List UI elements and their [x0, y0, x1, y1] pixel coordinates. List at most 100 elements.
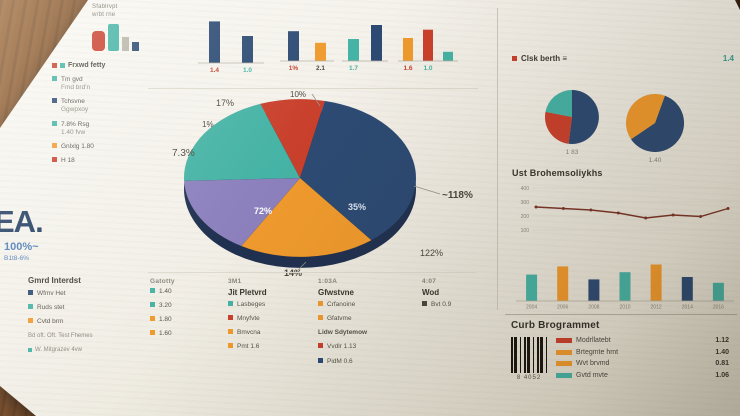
right-header-title: Clsk berth ≡ [521, 54, 568, 63]
legend-color-icon [228, 315, 233, 321]
legend-color-icon [150, 288, 155, 293]
bar [526, 274, 538, 301]
legend-color-icon [52, 156, 57, 162]
left-legend-title: Frxwd fetty [68, 62, 106, 69]
pie-slice [183, 103, 301, 182]
red-marker-icon [92, 31, 105, 52]
program-row: Modrllatebt 1.12 [556, 337, 729, 344]
chart-svg [183, 93, 441, 275]
column-bold-header: Jit Pletvrd [228, 288, 267, 297]
legend-item: Bmvcna [228, 329, 310, 337]
right-bar-chart: 2004 2006 2008 2010 2012 2014 2016 [516, 250, 734, 312]
legend-color-icon [422, 301, 427, 306]
pie-slice [545, 89, 573, 118]
gray-marker-icon [122, 37, 129, 52]
mini-pie-chart-2 [624, 92, 686, 154]
pie-slice [299, 100, 417, 241]
legend-item: 1.60 [150, 330, 220, 338]
bar [288, 31, 299, 61]
mini-pie-chart-1 [543, 88, 601, 146]
big-brand-mark: EA. 100%~ B1t8-6% [0, 206, 64, 262]
legend-item: Wfmv Het [28, 290, 140, 298]
bar [403, 38, 413, 61]
legend-item: Vvdlr 1.13 [318, 343, 410, 351]
detail-column: Gatotty 1.40 3.20 1.80 1.60 [150, 278, 220, 345]
bar [619, 272, 631, 301]
trend-line-chart: 400 300 200 100 [512, 182, 734, 246]
bar [209, 21, 220, 63]
svg-text:1%: 1% [289, 65, 299, 72]
svg-text:1.6: 1.6 [403, 65, 412, 72]
legend-item: Bvt 0.9 [422, 301, 474, 309]
right-section-header: Clsk berth ≡ 1.4 [512, 54, 734, 63]
legend-color-icon [318, 315, 323, 321]
bar [242, 36, 253, 63]
column-divider-line [497, 8, 498, 310]
bar [348, 39, 359, 61]
chart-svg [544, 89, 600, 145]
legend-color-icon [150, 330, 155, 336]
row-color-icon [556, 338, 572, 343]
barcode-caption: 8 4052 [516, 375, 542, 381]
legend-item: 3.20 [150, 302, 220, 310]
legend-color-icon [52, 142, 57, 148]
infocard-icon-row [92, 23, 172, 52]
legend-item: Tm gvd Fmd brd'n [52, 76, 170, 92]
teal-marker-icon [108, 24, 119, 52]
bar [681, 277, 693, 301]
svg-text:2004: 2004 [526, 305, 537, 311]
mini-bar-chart-3: 1.7 [342, 8, 388, 74]
legend-color-icon [228, 343, 233, 349]
legend-item: 1.40 [150, 288, 220, 296]
legend-item: PidM 0.6 [318, 357, 410, 366]
legend-color-icon [228, 301, 233, 306]
brand-letters: EA. [0, 204, 44, 239]
pie-slice [625, 93, 666, 140]
legend-color-icon [52, 76, 57, 81]
legend-item: Pmt 1.6 [228, 343, 310, 351]
program-row: Brtegmte hmt 1.40 [556, 349, 729, 356]
detail-column: 1:03A Gfwstvne Crfanoine Gfatvme Lidw Sdytem… [318, 278, 410, 372]
panel-title: Curb Brogrammet [511, 320, 600, 331]
program-rows: Modrllatebt 1.12 Brtegmte hmt 1.40 Wvt b… [556, 337, 737, 383]
bar [588, 279, 600, 301]
column-bold-header: Wod [422, 288, 440, 297]
detail-column: 3M1 Jit Pletvrd Lasbeges Mnyfvte Bmvcna Pmt 1… [228, 278, 310, 358]
legend-item: Lidw Sdytemow [318, 329, 368, 337]
svg-text:2.1: 2.1 [316, 65, 325, 72]
svg-text:300: 300 [521, 200, 530, 206]
red-square-icon [512, 56, 517, 61]
bar [315, 42, 326, 61]
legend-color-icon [150, 316, 155, 322]
svg-text:1.7: 1.7 [349, 65, 358, 72]
pie-slice [183, 177, 301, 247]
row-color-icon [556, 349, 572, 355]
row-color-icon [556, 361, 572, 366]
panel-body: 8 4052 Modrllatebt 1.12 Brtegmte hmt 1.4… [505, 337, 737, 383]
legend-item: Cvtd brm [28, 318, 140, 326]
left-legend-panel: Frxwd fetty Tm gvd Fmd brd'n Tchsvne Ggwpxo… [52, 62, 170, 171]
legend-item: Mnyfvte [228, 315, 310, 323]
trend-line [535, 206, 729, 219]
svg-text:2006: 2006 [557, 305, 568, 311]
legend-item: H 18 [52, 156, 170, 165]
barcode-icon [511, 337, 547, 373]
footnote-2: W. Mitgrazev 4vw [28, 346, 140, 354]
mini-bar-chart-1: 1.4 1.0 [198, 8, 264, 76]
chart-svg: 2004 2006 2008 2010 2012 2014 2016 [516, 264, 734, 311]
bottom-left-header: Gmrd Interdst [28, 276, 81, 285]
main-pie-chart: 10% 17% 1% 7.3% ~118% 122% 14% 72% 35% [170, 90, 480, 290]
legend-color-icon [318, 357, 323, 363]
legend-item: 1.80 [150, 316, 220, 324]
program-row: Wvt brvmd 0.81 [556, 360, 729, 367]
row-color-icon [556, 372, 572, 378]
legend-item: Ruds stet [28, 304, 140, 312]
pie-inner-label: 35% [348, 202, 367, 212]
column-header: 1:03A [318, 278, 338, 285]
infocard-line2: wrbt rne [92, 12, 116, 19]
svg-text:400: 400 [521, 186, 530, 192]
legend-color-icon [28, 318, 33, 324]
svg-text:2008: 2008 [588, 305, 599, 311]
